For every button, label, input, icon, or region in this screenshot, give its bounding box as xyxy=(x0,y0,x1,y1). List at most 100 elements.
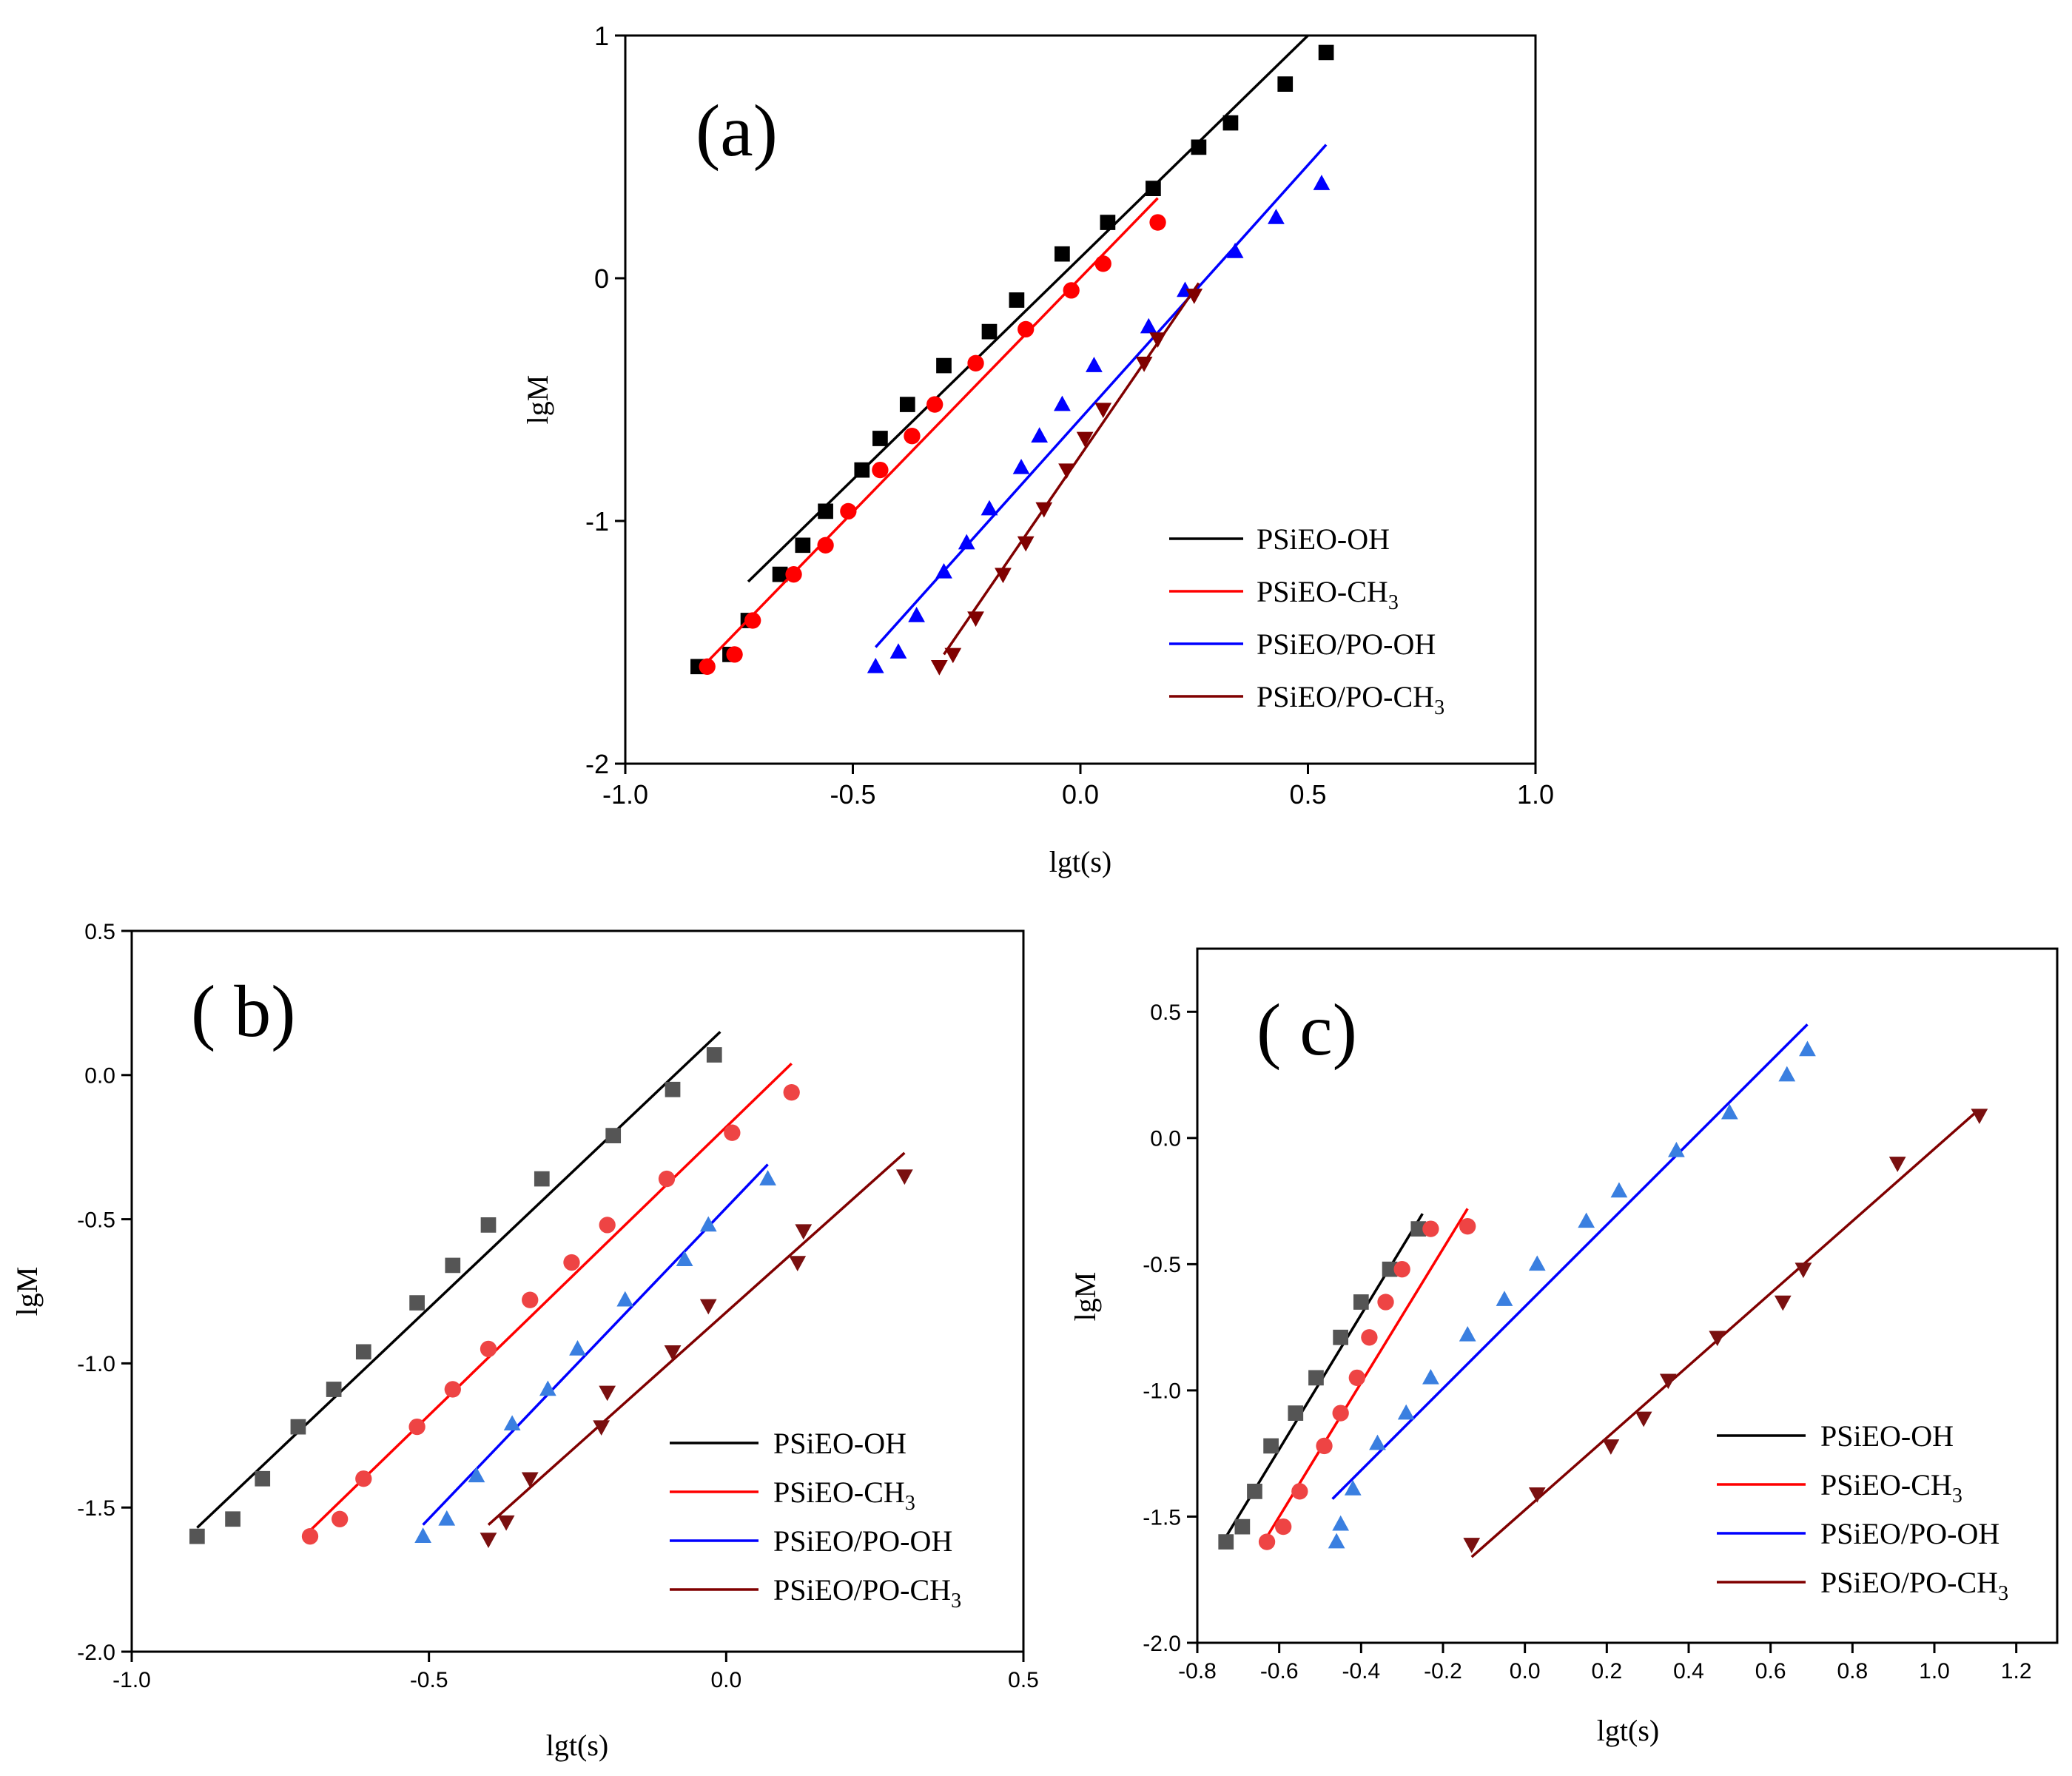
data-point xyxy=(1063,282,1080,299)
data-point xyxy=(1709,1331,1726,1347)
data-point xyxy=(1275,1518,1292,1536)
data-point xyxy=(1149,332,1166,348)
data-point xyxy=(1076,431,1094,448)
x-tick-label: 0.6 xyxy=(1755,1659,1786,1684)
series-PSiEO/PO-OH xyxy=(1328,1023,1816,1549)
panel-tag: ( c) xyxy=(1257,989,1357,1071)
data-point xyxy=(1496,1291,1513,1306)
data-point xyxy=(795,1224,813,1240)
panel-1: -1.0 -0.5 0.0 0.5 -2.0 -1.5 -1.0 -0.5 0.0 0.5 lgt(… xyxy=(10,920,1039,1762)
x-tick-label: 1.2 xyxy=(2001,1659,2032,1684)
data-point xyxy=(255,1470,271,1487)
data-point xyxy=(445,1257,461,1274)
data-point xyxy=(569,1340,586,1356)
data-point xyxy=(1316,1437,1333,1455)
y-tick-label: 0.0 xyxy=(1150,1127,1181,1151)
data-point xyxy=(1140,317,1157,334)
data-point xyxy=(1382,1261,1398,1277)
data-point xyxy=(301,1528,319,1545)
legend: PSiEO-OH PSiEO-CH3 PSiEO/PO-OH PSiEO/PO-CH3 xyxy=(1717,1419,2008,1605)
x-tick-label: -0.5 xyxy=(410,1668,448,1692)
data-point xyxy=(817,536,834,554)
data-point xyxy=(699,1216,717,1232)
y-tick-label: -1.5 xyxy=(1143,1505,1181,1530)
data-point xyxy=(497,1515,515,1531)
y-tick-label: 0.5 xyxy=(84,920,115,944)
data-point xyxy=(1348,1369,1365,1387)
data-point xyxy=(522,1291,539,1308)
data-point xyxy=(840,502,857,520)
fit-line xyxy=(702,197,1159,668)
data-point xyxy=(795,537,811,554)
data-point xyxy=(1149,214,1166,231)
data-point xyxy=(867,657,884,673)
data-point xyxy=(967,354,984,371)
x-axis-label: lgt(s) xyxy=(546,1729,608,1762)
data-point xyxy=(605,1128,622,1143)
series-PSiEO/PO-OH xyxy=(867,144,1331,673)
data-point xyxy=(908,607,925,622)
data-point xyxy=(676,1251,693,1266)
series-PSiEO-OH xyxy=(189,1031,722,1544)
legend-label: PSiEO/PO-OH xyxy=(1820,1517,1999,1550)
legend-label: PSiEO/PO-OH xyxy=(1257,628,1436,661)
data-point xyxy=(480,1340,497,1358)
data-point xyxy=(1218,1534,1234,1550)
legend: PSiEO-OH PSiEO-CH3 PSiEO/PO-OH PSiEO/PO-CH3 xyxy=(1169,522,1444,719)
fit-line xyxy=(487,1151,906,1526)
data-point xyxy=(967,611,984,628)
data-point xyxy=(930,660,948,676)
data-point xyxy=(889,643,907,659)
y-axis-label: lgM xyxy=(521,375,554,425)
data-point xyxy=(503,1415,521,1431)
data-point xyxy=(1035,502,1053,518)
data-point xyxy=(759,1170,776,1185)
data-point xyxy=(1308,1370,1324,1386)
x-tick-label: -0.6 xyxy=(1260,1659,1299,1684)
x-tick-label: 0.0 xyxy=(710,1668,741,1692)
data-point xyxy=(1313,175,1331,190)
series-PSiEO-OH xyxy=(1218,1213,1427,1550)
panel-tag: ( b) xyxy=(191,970,296,1052)
y-tick-label: -1 xyxy=(585,506,609,536)
data-point xyxy=(935,562,952,579)
x-tick-label: 0.5 xyxy=(1289,779,1326,810)
x-tick-label: 0.5 xyxy=(1008,1668,1039,1692)
data-point xyxy=(1668,1141,1685,1157)
data-point xyxy=(1528,1255,1546,1271)
data-point xyxy=(1393,1261,1410,1278)
data-point xyxy=(539,1380,556,1396)
x-tick-label: 1.0 xyxy=(1919,1659,1950,1684)
data-point xyxy=(981,323,998,340)
data-point xyxy=(444,1381,461,1398)
plot-frame xyxy=(130,929,1025,1653)
data-point xyxy=(1888,1157,1906,1172)
series-PSiEO-CH3 xyxy=(699,197,1166,675)
data-point xyxy=(534,1171,550,1187)
data-point xyxy=(1222,115,1239,131)
data-point xyxy=(1031,427,1049,443)
data-point xyxy=(593,1420,610,1436)
data-point xyxy=(1191,139,1207,155)
data-point xyxy=(1247,1483,1262,1499)
data-point xyxy=(1774,1295,1792,1311)
series-PSiEO/PO-OH xyxy=(414,1163,776,1543)
data-point xyxy=(1054,395,1071,411)
data-point xyxy=(355,1470,372,1487)
y-tick-label: -2 xyxy=(585,749,609,779)
y-tick-label: 0.5 xyxy=(1150,1000,1181,1025)
data-point xyxy=(744,612,761,629)
x-tick-label: 0.2 xyxy=(1591,1659,1622,1684)
data-point xyxy=(1086,357,1103,372)
data-point xyxy=(616,1291,634,1307)
data-point xyxy=(1146,181,1161,196)
data-point xyxy=(872,461,889,479)
data-point xyxy=(1268,209,1285,224)
data-point xyxy=(665,1081,681,1097)
data-point xyxy=(699,658,716,675)
y-axis-label: lgM xyxy=(1069,1272,1102,1322)
panel-tag: (a) xyxy=(696,90,778,172)
y-tick-label: -0.5 xyxy=(77,1208,115,1232)
x-tick-label: -0.4 xyxy=(1342,1659,1380,1684)
data-point xyxy=(936,357,952,374)
